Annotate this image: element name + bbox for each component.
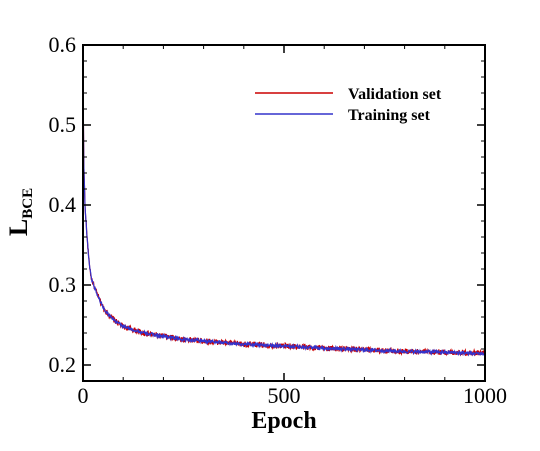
y-tick-labels: 0.2 0.3 0.4 0.5 0.6 (49, 32, 77, 377)
y-tick-label: 0.5 (49, 112, 77, 137)
y-tick-label: 0.6 (49, 32, 77, 57)
series-line-training (82, 76, 486, 357)
y-tick-label: 0.3 (49, 272, 77, 297)
series-layer (82, 76, 486, 357)
y-tick-label: 0.2 (49, 352, 77, 377)
y-axis-title-subscript: BCE (20, 188, 36, 219)
x-tick-label: 500 (268, 383, 301, 408)
ticks-layer (82, 44, 486, 382)
y-axis-title: LBCE (4, 188, 36, 236)
legend-label-validation: Validation set (348, 86, 442, 103)
x-tick-label: 0 (78, 383, 89, 408)
y-axis-title-main: L (4, 219, 33, 236)
x-tick-labels: 0 500 1000 (78, 383, 508, 408)
legend-label-training: Training set (348, 107, 431, 124)
x-axis-title: Epoch (251, 408, 316, 434)
y-tick-label: 0.4 (49, 192, 77, 217)
x-tick-label: 1000 (463, 383, 507, 408)
legend: Validation set Training set (255, 86, 442, 124)
